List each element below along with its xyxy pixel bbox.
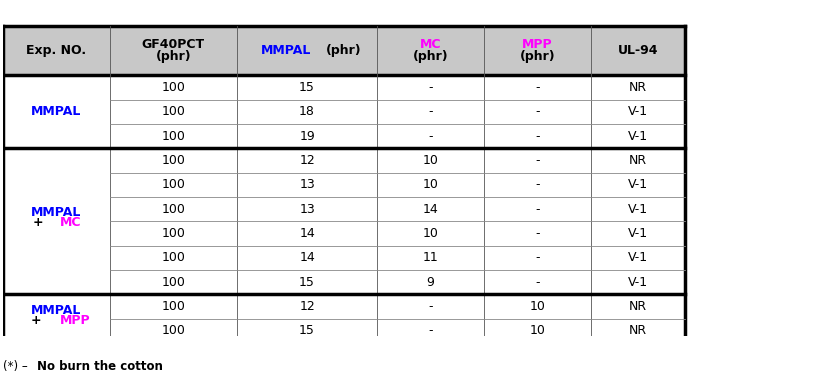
Text: -: -	[428, 81, 433, 94]
Text: 100: 100	[161, 105, 185, 118]
Text: -: -	[534, 154, 539, 167]
Text: (phr): (phr)	[412, 50, 447, 63]
Text: MMPAL: MMPAL	[31, 206, 81, 219]
Text: 12: 12	[299, 154, 314, 167]
Text: 13: 13	[299, 203, 314, 216]
Text: 100: 100	[161, 227, 185, 240]
Text: -: -	[534, 81, 539, 94]
Text: 100: 100	[161, 81, 185, 94]
Text: (phr): (phr)	[519, 50, 555, 63]
Text: V-1: V-1	[628, 105, 648, 118]
Text: NR: NR	[629, 154, 647, 167]
Text: 10: 10	[528, 300, 545, 313]
Text: MPP: MPP	[60, 314, 91, 327]
Text: -: -	[534, 227, 539, 240]
Text: 9: 9	[426, 276, 434, 289]
Text: V-1: V-1	[628, 178, 648, 191]
Text: 100: 100	[161, 203, 185, 216]
Text: +: +	[33, 217, 48, 230]
Text: (phr): (phr)	[326, 44, 361, 57]
Text: 100: 100	[161, 276, 185, 289]
Text: 12: 12	[299, 300, 314, 313]
Text: -: -	[534, 130, 539, 143]
Text: (*) –: (*) –	[2, 359, 31, 372]
Text: 13: 13	[299, 178, 314, 191]
Text: NR: NR	[629, 81, 647, 94]
Text: Exp. NO.: Exp. NO.	[26, 44, 86, 57]
Text: 15: 15	[299, 324, 314, 337]
Text: 10: 10	[422, 154, 437, 167]
Text: UL-94: UL-94	[617, 44, 657, 57]
Text: 18: 18	[299, 105, 314, 118]
Text: MMPAL: MMPAL	[261, 44, 311, 57]
Text: NR: NR	[629, 324, 647, 337]
Text: -: -	[534, 178, 539, 191]
Text: V-1: V-1	[628, 276, 648, 289]
Text: 14: 14	[299, 251, 314, 264]
FancyBboxPatch shape	[2, 26, 685, 76]
Text: -: -	[428, 105, 433, 118]
Text: 100: 100	[161, 300, 185, 313]
Text: GF40PCT: GF40PCT	[141, 38, 205, 51]
Text: -: -	[534, 203, 539, 216]
Text: 100: 100	[161, 154, 185, 167]
Text: V-1: V-1	[628, 227, 648, 240]
Text: +: +	[31, 314, 45, 327]
Text: V-1: V-1	[628, 251, 648, 264]
Text: 19: 19	[299, 130, 314, 143]
Text: 15: 15	[299, 81, 314, 94]
Text: No burn the cotton: No burn the cotton	[37, 359, 163, 372]
Text: 100: 100	[161, 130, 185, 143]
Text: -: -	[428, 300, 433, 313]
Text: -: -	[534, 105, 539, 118]
Text: MC: MC	[60, 217, 82, 230]
Text: V-1: V-1	[628, 203, 648, 216]
Text: 14: 14	[422, 203, 437, 216]
Text: MMPAL: MMPAL	[31, 304, 81, 317]
Text: (phr): (phr)	[155, 50, 191, 63]
Text: 100: 100	[161, 324, 185, 337]
Text: -: -	[534, 251, 539, 264]
Text: NR: NR	[629, 300, 647, 313]
Text: -: -	[534, 276, 539, 289]
Text: 10: 10	[422, 227, 437, 240]
Text: 10: 10	[422, 178, 437, 191]
Text: V-1: V-1	[628, 130, 648, 143]
Text: 11: 11	[422, 251, 437, 264]
Text: MMPAL: MMPAL	[31, 105, 81, 118]
Text: MPP: MPP	[522, 38, 552, 51]
Text: 100: 100	[161, 178, 185, 191]
Text: 15: 15	[299, 276, 314, 289]
Text: 10: 10	[528, 324, 545, 337]
Text: -: -	[428, 130, 433, 143]
Text: 14: 14	[299, 227, 314, 240]
Text: -: -	[428, 324, 433, 337]
Text: MC: MC	[419, 38, 441, 51]
Text: 100: 100	[161, 251, 185, 264]
